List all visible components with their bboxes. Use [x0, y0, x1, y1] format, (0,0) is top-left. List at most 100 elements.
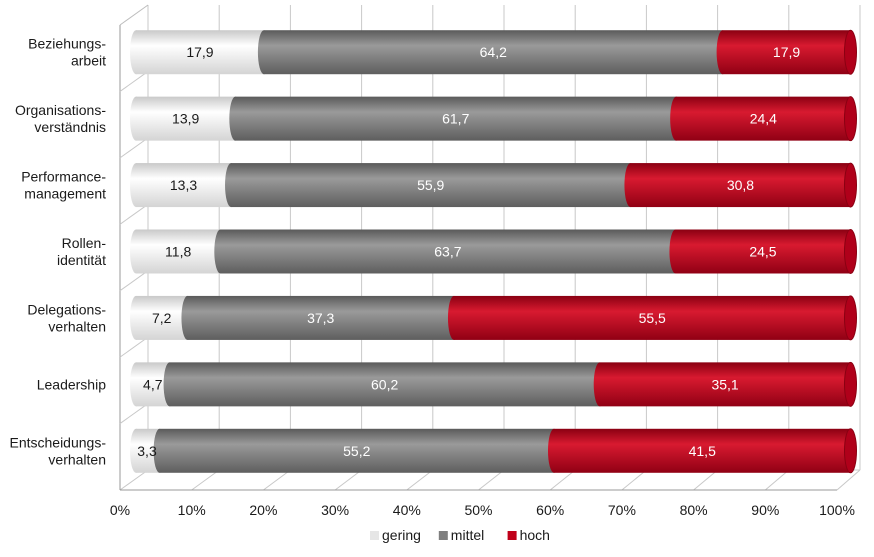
- x-tick-label: 10%: [178, 502, 206, 518]
- bar-cap-right: [844, 162, 857, 208]
- data-label: 35,1: [711, 376, 738, 392]
- bar-seam: [670, 96, 683, 141]
- gridline-floor: [263, 469, 291, 491]
- bar-cap-right: [844, 96, 857, 142]
- data-label: 4,7: [143, 376, 163, 392]
- data-label: 55,9: [417, 177, 444, 193]
- bar-seam: [225, 163, 238, 208]
- data-label: 7,2: [152, 310, 172, 326]
- bar-segment-mittel: [159, 428, 554, 473]
- data-label: 3,3: [137, 443, 157, 459]
- bar-segment-hoch: [676, 96, 851, 141]
- gridline-floor: [693, 469, 718, 491]
- gridline-floor: [478, 469, 505, 491]
- legend-label: gering: [382, 527, 421, 543]
- legend-swatch: [438, 531, 448, 540]
- data-label: 11,8: [165, 244, 191, 260]
- bar-segment-gering: [136, 295, 188, 340]
- bar-segment-mittel: [220, 229, 676, 274]
- category-label: Leadership: [37, 376, 106, 392]
- gridline-floor: [406, 469, 434, 491]
- gridline-floor: [119, 469, 149, 491]
- bar-row: 7,2 37,3 55,5: [130, 295, 857, 341]
- data-label: 24,5: [749, 244, 776, 260]
- legend-label: mittel: [451, 527, 484, 543]
- row-divider: [119, 203, 149, 225]
- x-tick-label: 50%: [464, 502, 492, 518]
- bar-cap-right: [844, 428, 857, 474]
- x-tick-label: 80%: [680, 502, 708, 518]
- x-tick-label: 90%: [751, 502, 779, 518]
- bars: 17,9 64,2 17,9 13,9 61,7 24,4 13,3 55,9 30,8 11,8…: [130, 29, 857, 474]
- category-label: Entscheidungs-verhalten: [9, 434, 106, 467]
- row-divider: [119, 137, 149, 159]
- x-axis: 0% 10% 20% 30% 40% 50% 60% 70% 80% 90% 100%: [110, 502, 855, 518]
- row-divider: [119, 270, 149, 292]
- legend-swatch: [370, 531, 379, 540]
- bar-cap-right: [844, 29, 857, 75]
- bar-seam: [257, 30, 270, 75]
- bar-cap-left: [130, 229, 142, 274]
- category-label: Delegations-verhalten: [27, 301, 106, 334]
- bar-segment-mittel: [231, 163, 631, 208]
- category-label: Performance-management: [21, 169, 106, 202]
- x-tick-label: 100%: [819, 502, 855, 518]
- bar-segment-hoch: [675, 229, 851, 274]
- data-label: 55,5: [639, 310, 666, 326]
- legend-label: hoch: [520, 527, 550, 543]
- bar-segment-mittel: [187, 295, 454, 340]
- bar-cap-left: [130, 30, 142, 75]
- x-tick-label: 70%: [608, 502, 636, 518]
- data-label: 55,2: [343, 443, 370, 459]
- data-label: 24,4: [750, 111, 777, 127]
- data-label: 13,9: [172, 111, 199, 127]
- data-label: 61,7: [442, 111, 469, 127]
- bar-seam: [547, 428, 560, 473]
- bar-cap-left: [130, 295, 142, 340]
- bar-seam: [447, 295, 460, 340]
- bar-segment-mittel: [263, 30, 723, 75]
- bar-row: 13,3 55,9 30,8: [130, 162, 857, 208]
- bar-row: 11,8 63,7 24,5: [130, 229, 857, 274]
- data-label: 30,8: [727, 177, 754, 193]
- row-divider: [119, 71, 149, 92]
- bar-seam: [716, 30, 729, 75]
- data-label: 13,3: [170, 177, 197, 193]
- data-label: 60,2: [371, 376, 398, 392]
- x-tick-label: 20%: [249, 502, 277, 518]
- bar-seam: [214, 229, 227, 274]
- bar-row: 4,7 60,2 35,1: [130, 361, 857, 407]
- x-tick-label: 40%: [393, 502, 421, 518]
- bar-row: 3,3 55,2 41,5: [130, 428, 857, 474]
- row-divider: [119, 403, 149, 424]
- category-label: Beziehungs-arbeit: [28, 36, 106, 69]
- x-tick-label: 60%: [536, 502, 564, 518]
- bar-seam: [153, 428, 166, 473]
- category-label: Organisations-verständnis: [15, 102, 106, 135]
- data-label: 64,2: [480, 44, 507, 60]
- category-label: Rollen-identität: [57, 235, 106, 268]
- row-divider: [119, 336, 149, 358]
- wall-edge: [119, 4, 149, 26]
- bar-seam: [181, 295, 194, 340]
- bar-row: 17,9 64,2 17,9: [130, 29, 857, 75]
- bar-segment-hoch: [630, 163, 851, 208]
- data-label: 17,9: [186, 44, 213, 60]
- data-label: 41,5: [689, 443, 716, 459]
- gridline-floor: [836, 469, 861, 491]
- bar-segment-mittel: [235, 96, 677, 141]
- bar-segment-hoch: [553, 428, 851, 473]
- bar-segment-gering: [136, 229, 221, 274]
- bar-cap-left: [130, 428, 142, 473]
- bar-cap-right: [844, 361, 857, 407]
- gridline-floor: [334, 469, 362, 491]
- bar-segment-mittel: [169, 362, 600, 407]
- bar-row: 13,9 61,7 24,4: [130, 96, 857, 142]
- bar-segment-hoch: [722, 30, 851, 75]
- legend-swatch: [507, 531, 517, 540]
- bar-seam: [624, 163, 637, 208]
- x-tick-label: 0%: [110, 502, 130, 518]
- bar-cap-left: [130, 163, 142, 208]
- bar-segment-gering: [136, 163, 232, 208]
